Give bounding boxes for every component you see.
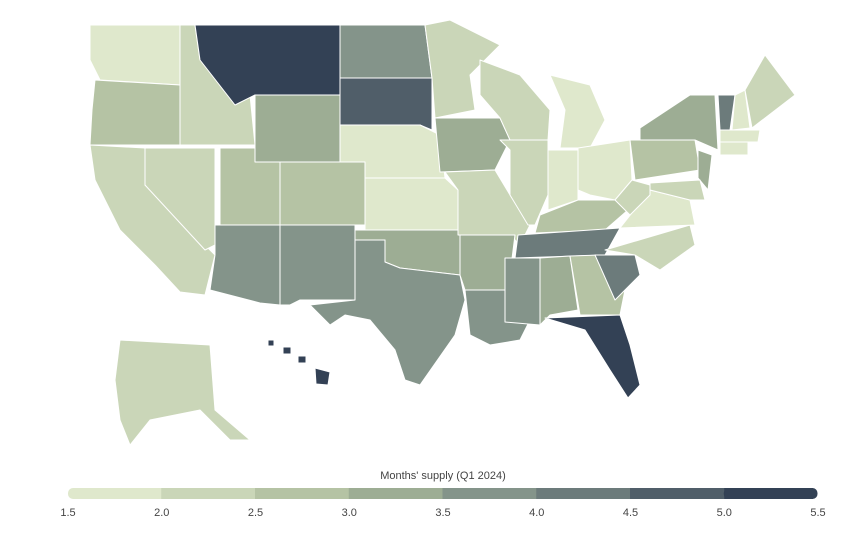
legend-swatch bbox=[724, 488, 813, 499]
legend-swatch bbox=[348, 488, 444, 499]
legend-swatch bbox=[442, 488, 538, 499]
legend-tick-label: 4.5 bbox=[623, 507, 638, 519]
state bbox=[499, 139, 549, 226]
legend-tick-label: 3.5 bbox=[435, 507, 450, 519]
legend-swatch bbox=[73, 488, 162, 499]
legend-tick-label: 2.0 bbox=[154, 507, 169, 519]
state bbox=[339, 77, 433, 131]
state bbox=[629, 139, 701, 181]
legend-swatch bbox=[536, 488, 631, 499]
state bbox=[279, 224, 356, 306]
legend-swatch bbox=[255, 488, 350, 499]
state bbox=[434, 117, 511, 173]
legend-tick-label: 2.5 bbox=[248, 507, 263, 519]
state bbox=[719, 141, 749, 156]
state bbox=[254, 94, 341, 163]
state bbox=[309, 239, 466, 386]
state bbox=[539, 255, 579, 326]
state bbox=[639, 94, 719, 151]
legend-swatch bbox=[161, 488, 256, 499]
state bbox=[339, 24, 433, 79]
state bbox=[719, 129, 761, 143]
legend-tick-label: 4.0 bbox=[529, 507, 544, 519]
legend-title: Months' supply (Q1 2024) bbox=[380, 470, 506, 482]
states bbox=[89, 19, 796, 446]
legend-tick-label: 5.0 bbox=[717, 507, 732, 519]
state bbox=[504, 257, 541, 326]
state bbox=[544, 314, 641, 399]
state bbox=[114, 339, 251, 446]
state bbox=[547, 149, 579, 211]
state bbox=[697, 149, 713, 191]
state bbox=[731, 89, 751, 131]
state bbox=[279, 161, 366, 226]
state bbox=[144, 147, 216, 251]
state bbox=[424, 19, 501, 119]
state bbox=[267, 339, 331, 386]
state bbox=[364, 177, 459, 231]
state bbox=[89, 79, 181, 146]
state bbox=[594, 254, 641, 301]
legend-tick-label: 3.0 bbox=[342, 507, 357, 519]
legend-tick-label: 1.5 bbox=[60, 507, 75, 519]
legend-tick-label: 5.5 bbox=[810, 507, 825, 519]
state bbox=[514, 227, 621, 259]
state bbox=[604, 224, 696, 271]
legend-swatch bbox=[630, 488, 725, 499]
state bbox=[89, 24, 181, 86]
legend: 1.5 2.0 2.5 3.0 3.5 4.0 4.5 5.0 5.5 bbox=[60, 488, 826, 519]
state bbox=[649, 179, 706, 201]
state bbox=[744, 54, 796, 129]
state bbox=[549, 74, 606, 149]
state bbox=[209, 224, 281, 306]
